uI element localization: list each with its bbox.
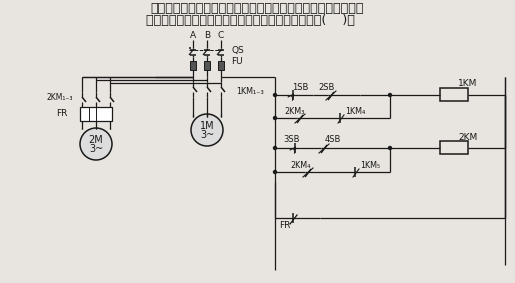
Text: A: A	[190, 31, 196, 40]
Text: B: B	[204, 31, 210, 40]
Text: 电路和控制电路的控制原理，它所实现的控制逻辑是(    )。: 电路和控制电路的控制原理，它所实现的控制逻辑是( )。	[146, 14, 354, 27]
Bar	[204, 61, 210, 70]
Text: 2KM₃: 2KM₃	[284, 106, 304, 115]
Text: 1SB: 1SB	[292, 83, 308, 91]
Text: 1KM₄: 1KM₄	[345, 106, 365, 115]
Text: 4SB: 4SB	[325, 136, 341, 145]
Text: 实现两台电动机顺序控制的主电路和控制电路如图所示，根据主: 实现两台电动机顺序控制的主电路和控制电路如图所示，根据主	[150, 3, 364, 16]
Text: 3SB: 3SB	[283, 136, 300, 145]
Circle shape	[273, 170, 277, 173]
Circle shape	[273, 117, 277, 119]
Bar	[190, 61, 196, 70]
Circle shape	[388, 147, 391, 149]
Text: 1KM: 1KM	[458, 80, 478, 89]
Text: 1M: 1M	[200, 121, 214, 131]
Bar	[218, 61, 224, 70]
Bar	[440, 88, 468, 101]
Text: FU: FU	[231, 57, 243, 65]
Text: 1KM₁₋₃: 1KM₁₋₃	[236, 87, 264, 97]
Text: 2KM: 2KM	[458, 132, 477, 142]
Circle shape	[191, 114, 223, 146]
Text: C: C	[218, 31, 224, 40]
Text: FR: FR	[56, 110, 67, 119]
Text: 2KM₄: 2KM₄	[290, 160, 311, 170]
Circle shape	[388, 93, 391, 97]
Text: 2SB: 2SB	[318, 83, 334, 91]
Text: 3~: 3~	[200, 130, 214, 140]
Text: FR: FR	[279, 222, 290, 230]
Text: 1KM₅: 1KM₅	[360, 160, 380, 170]
Circle shape	[273, 147, 277, 149]
Text: 2M: 2M	[89, 135, 104, 145]
Bar	[80, 107, 112, 121]
Text: 3~: 3~	[89, 144, 103, 154]
Circle shape	[80, 128, 112, 160]
Text: 2KM₁₋₃: 2KM₁₋₃	[47, 93, 73, 102]
Text: QS: QS	[231, 46, 244, 55]
Bar	[440, 141, 468, 154]
Circle shape	[273, 93, 277, 97]
